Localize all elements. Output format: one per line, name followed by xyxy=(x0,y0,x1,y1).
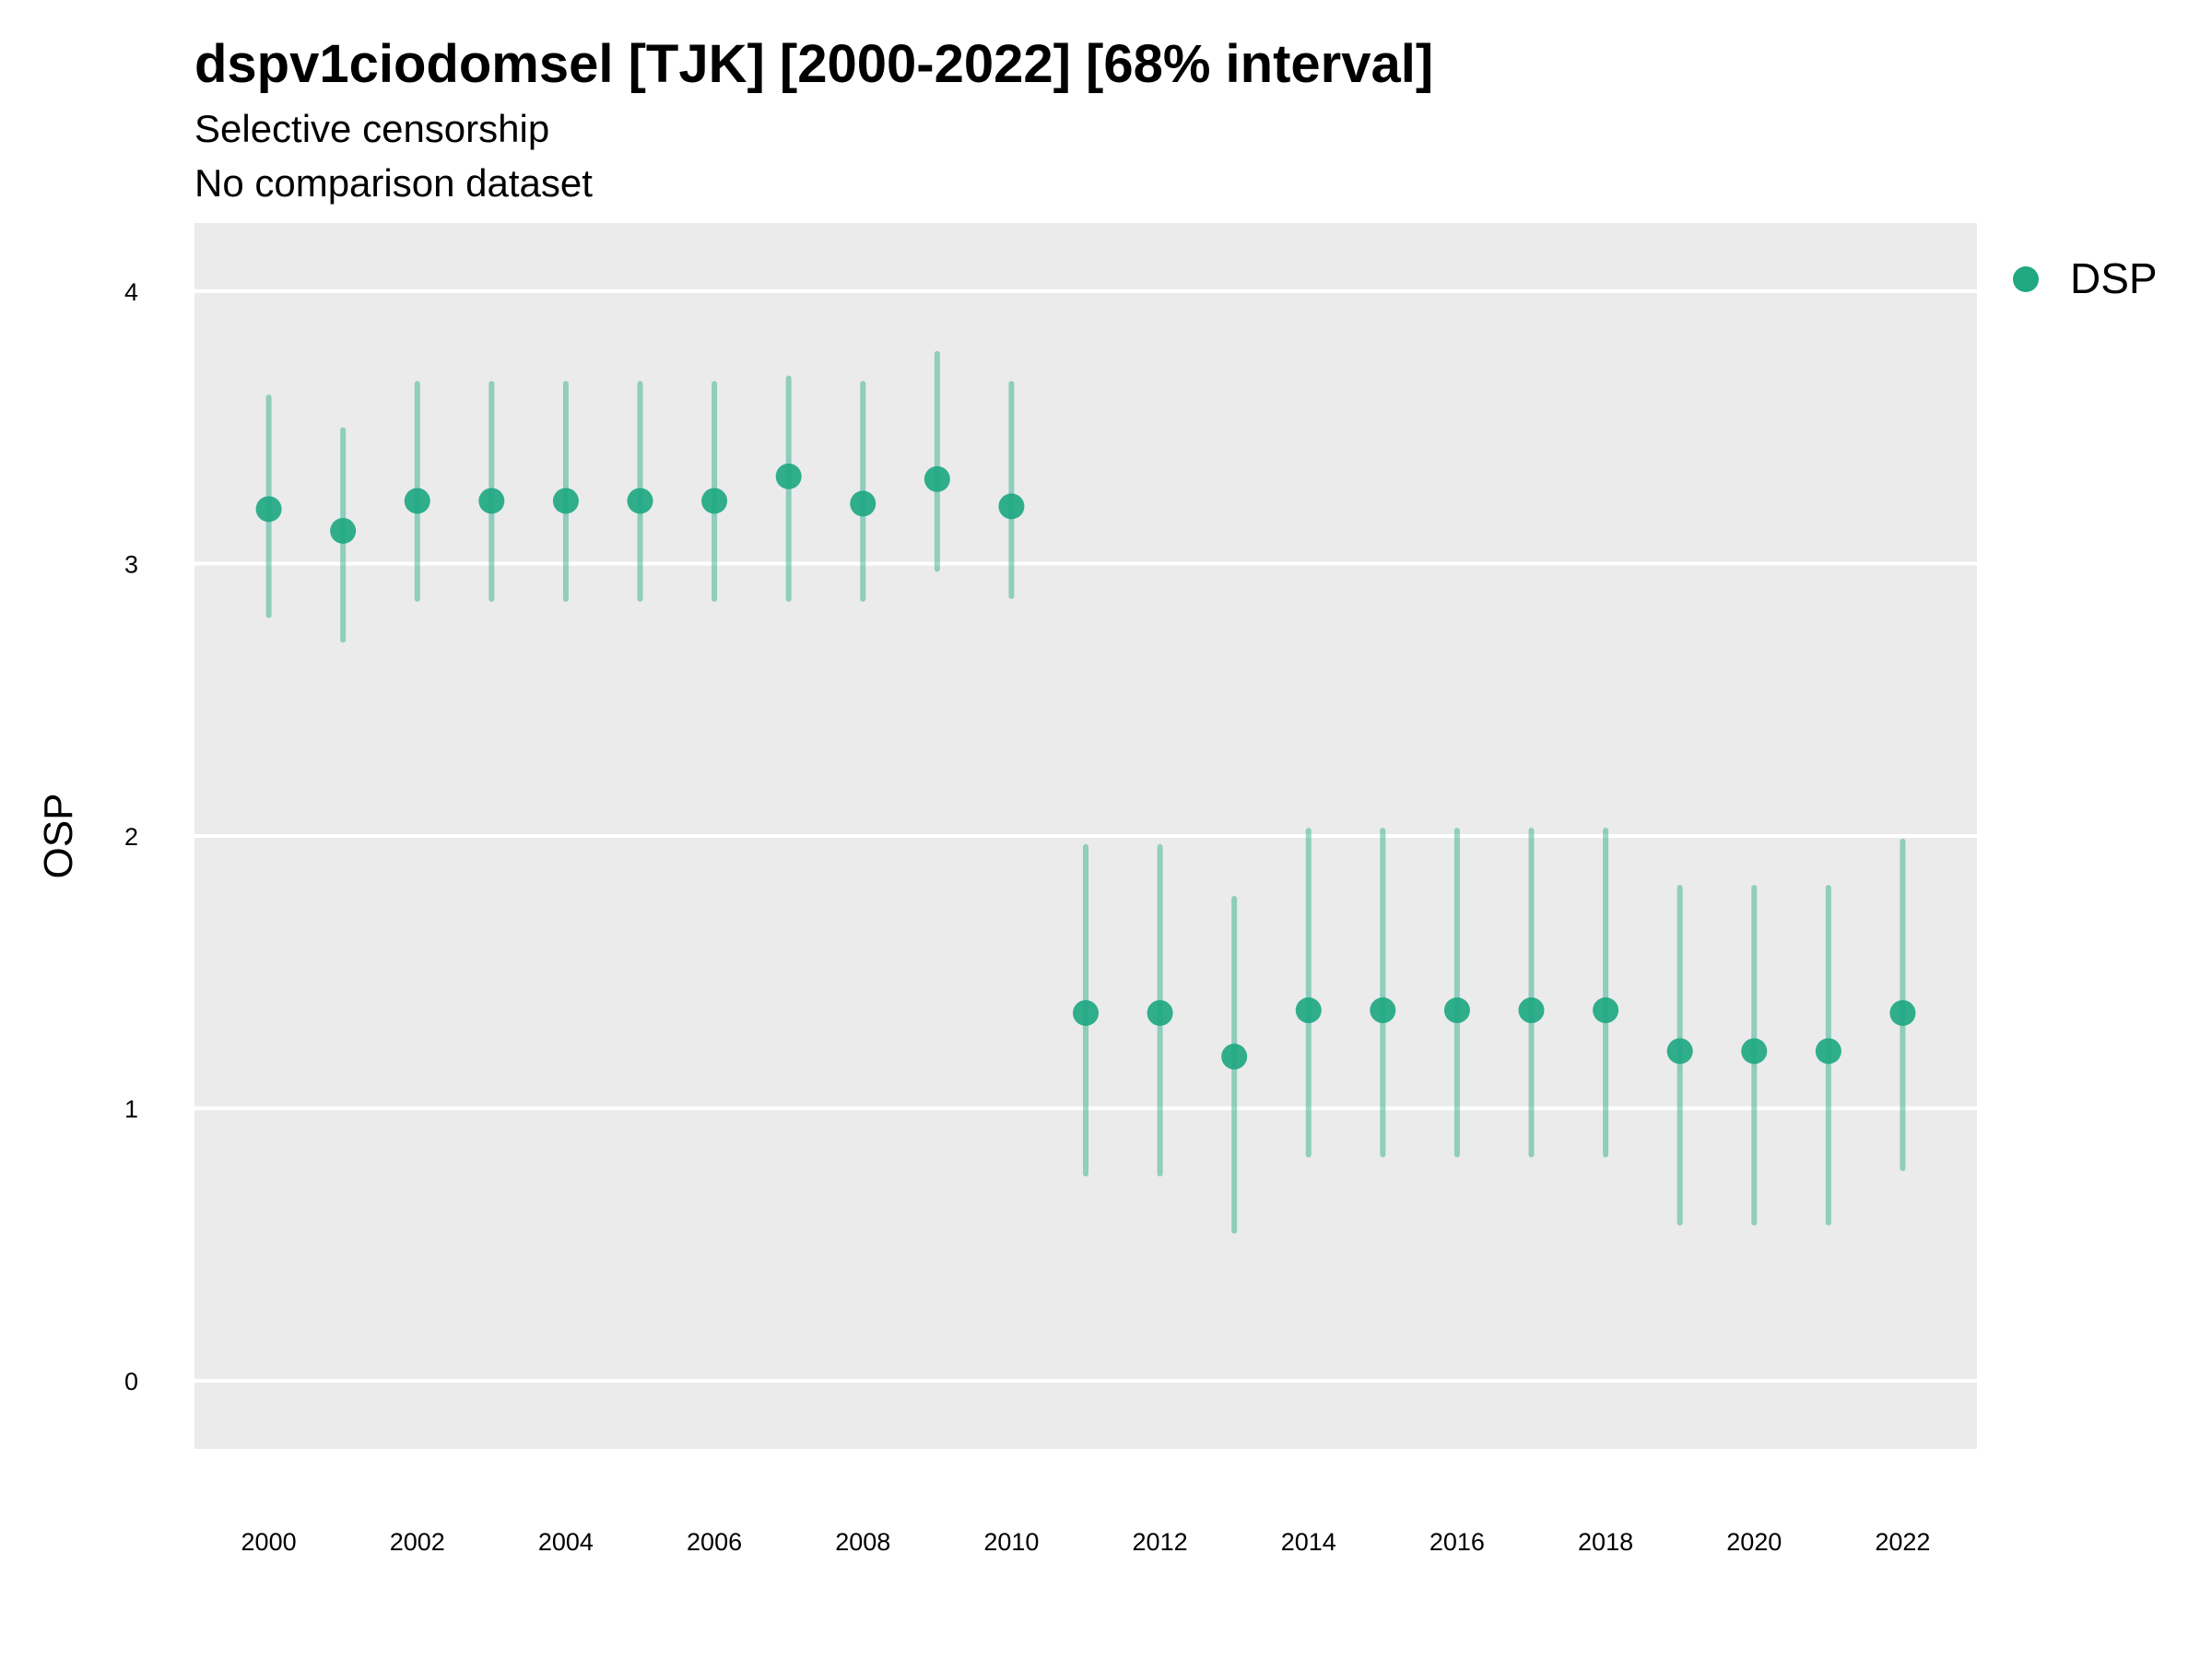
y-axis-label: OSP xyxy=(36,794,81,879)
legend-key-dsp xyxy=(2013,266,2039,292)
grid-lines xyxy=(194,288,1977,1383)
data-point xyxy=(1741,1038,1768,1065)
chart-title: dspv1ciodomsel [TJK] [2000-2022] [68% in… xyxy=(194,34,1434,94)
data-point xyxy=(330,517,357,544)
data-point xyxy=(775,463,802,489)
data-point xyxy=(478,488,505,514)
data-point xyxy=(998,493,1025,520)
legend-label-dsp: DSP xyxy=(2070,254,2158,302)
data-point xyxy=(924,465,950,492)
y-tick-label: 4 xyxy=(124,278,138,306)
x-tick-label: 2020 xyxy=(1726,1528,1782,1556)
data-point xyxy=(627,488,653,514)
legend: DSP xyxy=(2013,254,2158,302)
data-point xyxy=(1443,997,1470,1024)
y-tick-label: 3 xyxy=(124,550,138,578)
y-tick-label: 1 xyxy=(124,1096,138,1124)
x-tick-label: 2000 xyxy=(241,1528,297,1556)
data-point xyxy=(1295,997,1322,1024)
data-point xyxy=(701,488,728,514)
data-points xyxy=(255,463,1916,1070)
x-tick-label: 2016 xyxy=(1430,1528,1485,1556)
data-point xyxy=(1221,1043,1248,1070)
data-point xyxy=(552,488,579,514)
chart-subtitle-2: No comparison dataset xyxy=(194,161,593,205)
data-point xyxy=(1889,1000,1916,1027)
x-tick-label: 2004 xyxy=(538,1528,594,1556)
data-point xyxy=(1518,997,1545,1024)
y-axis-ticks: 0 1 2 3 4 xyxy=(124,278,138,1395)
data-point xyxy=(1370,997,1396,1024)
data-point xyxy=(1073,1000,1099,1027)
x-axis-ticks: 2000 2002 2004 2006 2008 2010 2012 2014 2016 2018… xyxy=(241,1528,1931,1556)
y-tick-label: 0 xyxy=(124,1368,138,1395)
x-tick-label: 2008 xyxy=(835,1528,890,1556)
data-point xyxy=(1593,997,1619,1024)
x-tick-label: 2022 xyxy=(1875,1528,1930,1556)
x-tick-label: 2002 xyxy=(390,1528,445,1556)
x-tick-label: 2012 xyxy=(1133,1528,1188,1556)
data-point xyxy=(850,490,877,517)
x-tick-label: 2014 xyxy=(1281,1528,1336,1556)
chart-subtitle: Selective censorship xyxy=(194,107,550,150)
y-tick-label: 2 xyxy=(124,823,138,851)
x-tick-label: 2006 xyxy=(687,1528,742,1556)
data-point xyxy=(404,488,430,514)
data-point xyxy=(1147,1000,1173,1027)
data-point xyxy=(255,496,282,523)
data-point xyxy=(1666,1038,1693,1065)
data-point xyxy=(1815,1038,1841,1065)
x-tick-label: 2010 xyxy=(983,1528,1039,1556)
x-tick-label: 2018 xyxy=(1578,1528,1633,1556)
